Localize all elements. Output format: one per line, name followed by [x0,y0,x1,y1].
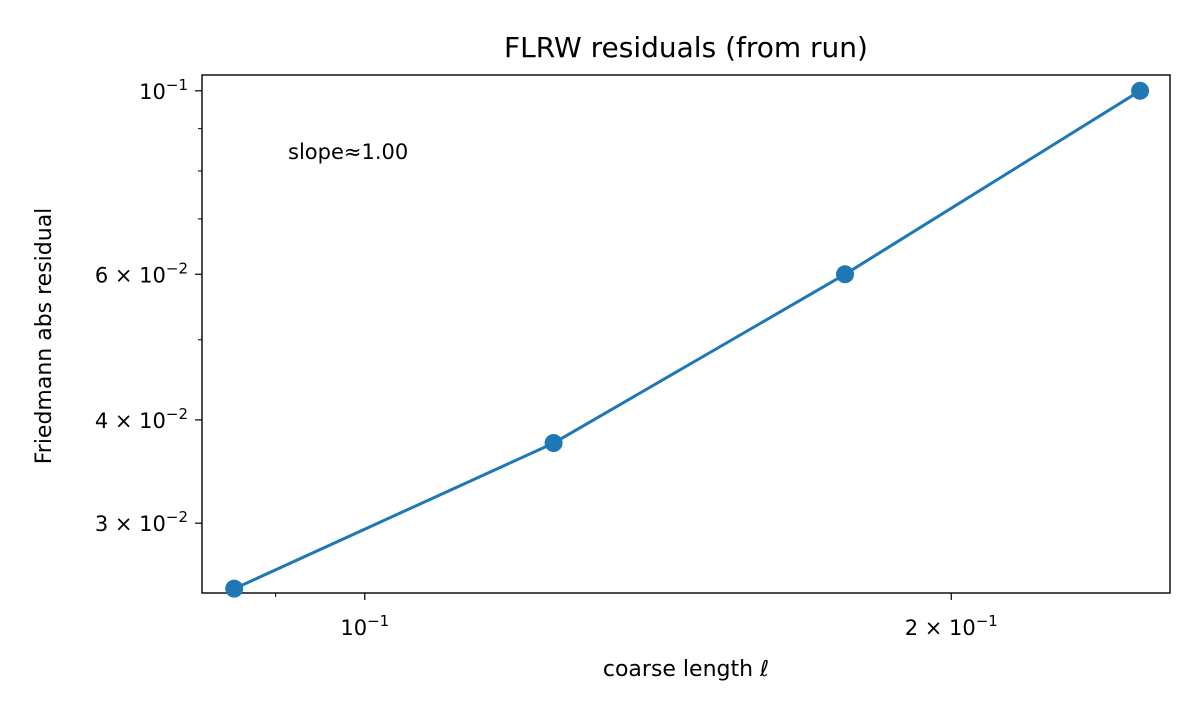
y-axis-label: Friedmann abs residual [32,208,57,465]
y-tick-label: 10−1 [139,76,188,104]
x-tick-label: 2 × 10−1 [905,612,998,640]
data-point [1131,81,1150,100]
y-axis: 10−1 6 × 10−2 4 × 10−2 3 × 10−2 [95,76,202,536]
y-tick-label: 4 × 10−2 [95,405,188,433]
y-tick-label: 6 × 10−2 [95,259,188,287]
x-tick-label: 10−1 [340,612,389,640]
slope-annotation: slope≈1.00 [288,140,408,164]
y-tick-label: 3 × 10−2 [95,508,188,536]
chart-title: FLRW residuals (from run) [504,31,868,64]
data-point [225,579,244,598]
plot-frame [201,74,1171,594]
x-axis-label: coarse length ℓ [603,657,769,682]
x-axis: 10−1 2 × 10−1 [340,593,998,640]
data-point [836,265,855,284]
data-point [544,434,563,453]
series-line [233,89,1141,591]
minor-ticks [198,128,277,597]
series-layer [225,81,1150,598]
